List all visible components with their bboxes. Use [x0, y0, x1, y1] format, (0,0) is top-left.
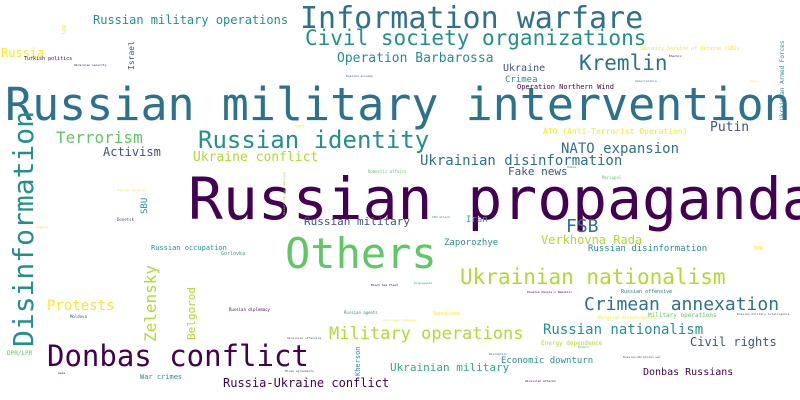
word: Protests [47, 298, 115, 314]
word: Russia [1, 46, 45, 60]
word: Ukrainian disinformation [420, 153, 623, 169]
word: Russian economy [346, 74, 374, 78]
word: Donbas Russians [643, 367, 734, 378]
word: Propaganda [414, 281, 433, 285]
word: Turkish politics [24, 56, 73, 62]
word: Russia-Ukraine conflict [223, 376, 390, 390]
word: DPR [754, 246, 764, 252]
word: Ukrainian attacks [525, 379, 556, 383]
word: Russian military intelligence [737, 312, 790, 316]
word: Military operations [648, 312, 717, 319]
word: SBU attack [432, 215, 451, 219]
word: Energy dependence [541, 340, 603, 347]
word: Kyiv [750, 79, 758, 83]
word: Ukrainian security [74, 63, 107, 67]
word: Gaza [58, 371, 66, 375]
word: Crimean annexation [584, 294, 780, 315]
word: Russian diplomacy [229, 307, 270, 312]
word: Kharkiv [669, 54, 682, 58]
word: Security Service of Ukraine (SBU) [640, 46, 740, 52]
word: Ukrainian Armed Forces [779, 40, 786, 120]
word: Gorlovka [221, 251, 246, 257]
word: Ukrainian nationalism [460, 265, 726, 289]
word: Russian-Ukrainian war [623, 355, 661, 359]
word: Russian disinformation [588, 244, 708, 254]
word: Russian invasion [117, 188, 146, 192]
word: Mariupol [602, 175, 622, 180]
word: Donetsk People's Republic [527, 290, 573, 294]
word: Dnipro [578, 345, 589, 349]
word: Others [285, 229, 437, 278]
word: Kherson [354, 346, 362, 376]
word: Lugansk [36, 225, 49, 229]
word: Russian military operations [93, 13, 289, 27]
word: Iran [466, 215, 488, 225]
word: Terrorism [56, 128, 143, 147]
word: Ukrainian refugees [383, 318, 416, 322]
word: Black Sea Fleet [371, 283, 399, 287]
word: Economic downturn [501, 356, 594, 366]
word: Activism [103, 145, 161, 159]
word: Russian offensive [621, 289, 673, 295]
word: Donetsk [117, 217, 134, 222]
word: Russian occupation [151, 244, 227, 252]
word: Domestic affairs [368, 169, 407, 174]
word: Minsk agreements [285, 369, 314, 373]
word: Russian military intervention [5, 78, 791, 131]
word: Belgorod [185, 287, 198, 340]
word: LPR [62, 24, 68, 34]
word: War crimes [140, 373, 183, 381]
word: Civil society organizations [305, 26, 647, 50]
word: Fake news [508, 165, 568, 178]
word: FSB [566, 216, 599, 237]
word: Zelensky [141, 264, 160, 342]
word: Sanctions [433, 311, 461, 317]
word: Russian propaganda [188, 165, 800, 233]
word: Kremlin [579, 51, 668, 75]
word: DPR/LPR [7, 350, 33, 357]
word: Zaporozhye [444, 238, 499, 248]
word: Russian nationalism [543, 322, 704, 338]
word: Verkhovna Rada [541, 233, 643, 247]
word: Russian agents [344, 310, 378, 315]
word: Ukraine [503, 63, 546, 74]
word: Operation Northern Wind [517, 83, 614, 91]
word: Ukrainian military [390, 361, 510, 374]
word: Disinformation [7, 110, 40, 347]
word: Russian identity [198, 126, 430, 154]
word: Ukrainian offensive [287, 336, 322, 340]
word: Information warfare [300, 1, 644, 36]
word: Moldova [70, 314, 87, 319]
word: Ukrainian disinformation [598, 315, 656, 320]
word: Civil rights [690, 335, 777, 349]
word: Military operations [329, 324, 524, 344]
word: UNIAN [295, 124, 305, 128]
word: Ukraine conflict [193, 150, 319, 165]
word: Donbas conflict [47, 339, 309, 373]
word: Odesa [567, 165, 577, 169]
word: Disruption [489, 352, 508, 356]
word: SBU [140, 197, 150, 214]
word: NATO expansion [561, 141, 680, 157]
word: Crimea [505, 75, 538, 85]
word: Operation Barbarossa [337, 51, 494, 66]
word: Putin [710, 120, 750, 135]
word: Israel [127, 41, 136, 70]
word: Zaporizhzhia [635, 79, 657, 83]
word: Russian military [304, 215, 410, 228]
word: ATO (Anti-Terrorist Operation) [543, 127, 688, 136]
word: Disinformation campaigns [282, 171, 286, 215]
